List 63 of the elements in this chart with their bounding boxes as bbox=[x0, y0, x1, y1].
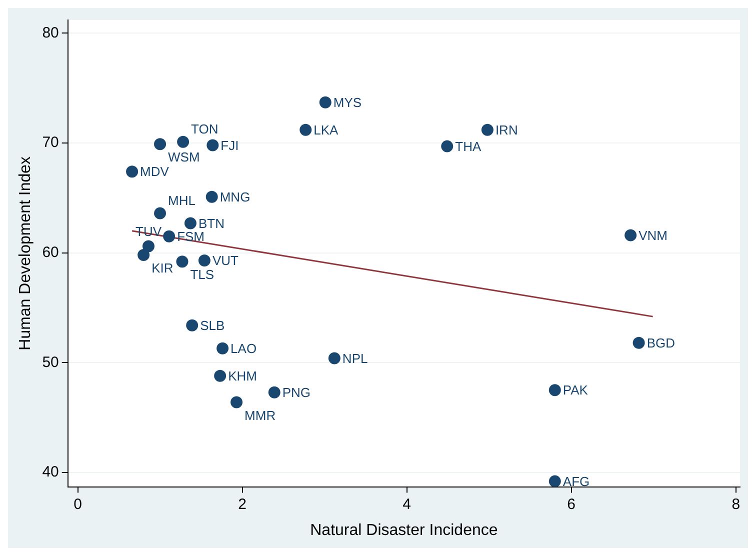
point bbox=[300, 124, 312, 136]
point bbox=[230, 396, 243, 408]
data-label: VUT bbox=[212, 253, 239, 268]
data-label: TLS bbox=[190, 267, 214, 282]
data-label: KHM bbox=[228, 368, 257, 384]
x-tick-label: 4 bbox=[402, 496, 411, 513]
data-label: THA bbox=[455, 138, 482, 154]
data-label: LKA bbox=[314, 122, 339, 138]
point bbox=[198, 254, 210, 267]
x-tick-label: 2 bbox=[238, 496, 246, 513]
y-axis-title: Human Development Index bbox=[17, 156, 34, 350]
data-label: FJI bbox=[220, 138, 239, 153]
data-label: BGD bbox=[646, 335, 675, 350]
data-label: IRN bbox=[495, 122, 518, 138]
point bbox=[154, 207, 166, 220]
point bbox=[328, 352, 340, 364]
y-tick-label: 80 bbox=[42, 24, 59, 42]
data-label: MDV bbox=[140, 164, 170, 180]
point bbox=[142, 240, 155, 252]
data-label: SLB bbox=[200, 318, 225, 333]
data-label: KIR bbox=[152, 260, 174, 276]
data-label: PAK bbox=[562, 382, 588, 398]
point bbox=[154, 138, 166, 150]
y-tick-label: 60 bbox=[42, 244, 59, 261]
data-label: MNG bbox=[220, 189, 250, 204]
y-tick-label: 70 bbox=[42, 134, 59, 152]
data-label: BTN bbox=[198, 216, 224, 231]
data-label: FSM bbox=[177, 228, 205, 244]
x-tick-label: 8 bbox=[732, 496, 740, 513]
point bbox=[548, 475, 561, 487]
point bbox=[624, 229, 637, 242]
point bbox=[126, 166, 138, 178]
data-label: VNM bbox=[638, 228, 668, 243]
point bbox=[176, 256, 188, 268]
data-label: MHL bbox=[168, 192, 196, 208]
x-tick-label: 6 bbox=[567, 496, 576, 513]
data-label: AFG bbox=[562, 474, 590, 489]
point bbox=[441, 140, 454, 152]
data-label: TON bbox=[191, 121, 218, 136]
x-tick-label: 0 bbox=[74, 496, 82, 513]
data-label: MYS bbox=[333, 94, 362, 110]
data-label: WSM bbox=[168, 150, 200, 165]
point bbox=[177, 136, 190, 148]
point bbox=[163, 230, 176, 242]
point bbox=[632, 336, 645, 349]
point bbox=[138, 249, 150, 262]
y-tick-label: 50 bbox=[42, 354, 59, 371]
point bbox=[548, 384, 561, 396]
data-label: NPL bbox=[342, 350, 368, 366]
data-label: LAO bbox=[230, 340, 257, 356]
point bbox=[186, 319, 198, 332]
data-label: MMR bbox=[244, 408, 276, 423]
point bbox=[319, 96, 332, 108]
data-label: PNG bbox=[282, 384, 311, 400]
point bbox=[206, 139, 219, 152]
point bbox=[268, 386, 280, 398]
point bbox=[214, 370, 226, 382]
point bbox=[216, 342, 229, 354]
y-tick-label: 40 bbox=[42, 464, 59, 481]
point bbox=[184, 217, 196, 230]
x-axis-title: Natural Disaster Incidence bbox=[310, 522, 498, 539]
point bbox=[206, 190, 218, 203]
point bbox=[481, 124, 494, 136]
